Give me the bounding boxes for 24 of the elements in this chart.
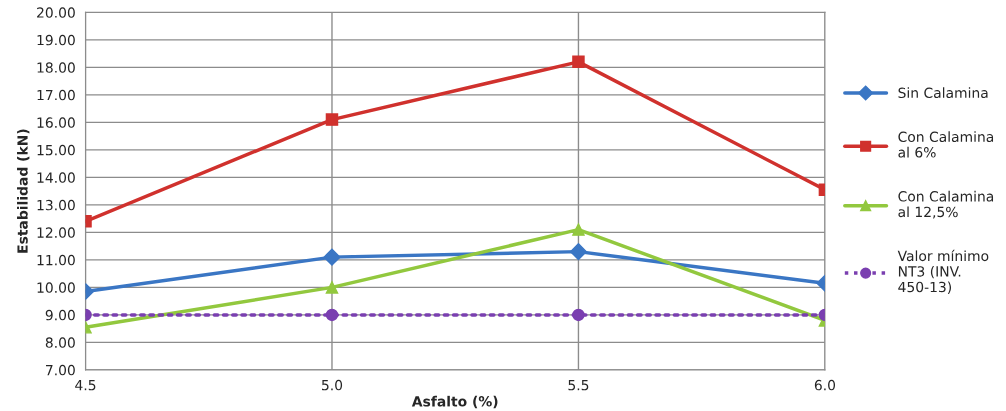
x-tick-label: 6.0 [814,379,836,391]
x-axis-title: Asfalto (%) [411,395,498,409]
x-tick-label: 5.5 [568,380,589,391]
y-tick-label: 9.00 [45,309,75,321]
legend-label: Sin Calamina [898,87,988,99]
y-tick-label: 17.00 [37,89,75,101]
y-tick-label: 19.00 [37,34,75,46]
x-tick-label: 5.0 [322,379,343,391]
y-tick-label: 7.00 [46,364,75,376]
y-tick-label: 10.00 [37,282,75,293]
y-tick-label: 14.00 [37,172,75,183]
legend-label: Valor mínimo NT3 (INV. 450-13) [897,249,989,294]
y-tick-label: 8.00 [45,337,75,348]
y-tick-label: 11.00 [37,254,75,266]
x-tick-label: 4.5 [75,380,96,391]
legend-label: Con Calamina al 6% [898,131,994,158]
y-tick-label: 13.00 [37,199,75,211]
y-tick-label: 15.00 [37,144,75,156]
y-axis-title: Estabilidad (kN) [17,129,30,253]
y-tick-label: 18.00 [37,62,75,73]
y-tick-label: 20.00 [37,7,75,18]
legend-label: Con Calamina al 12,5% [898,190,994,219]
y-tick-label: 16.00 [37,117,75,128]
y-tick-label: 12.00 [37,227,75,238]
